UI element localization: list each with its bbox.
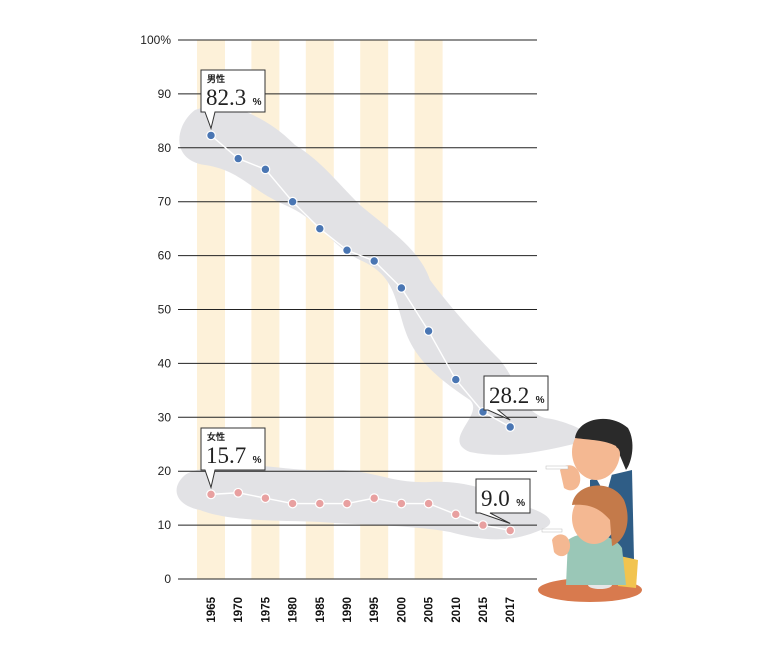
y-tick-label: 50 <box>158 303 172 317</box>
data-point <box>450 374 461 385</box>
data-point <box>450 509 461 520</box>
data-point <box>206 489 216 500</box>
data-point <box>423 498 434 509</box>
callout-series-label: 女性 <box>207 431 225 442</box>
x-tick-label: 1990 <box>342 597 354 623</box>
callout: 28.2% <box>483 375 549 421</box>
x-tick-label: 2017 <box>505 597 517 623</box>
callout-series-label: 男性 <box>207 73 225 84</box>
data-point <box>206 130 216 141</box>
callout-unit: % <box>253 97 262 108</box>
x-tick-label: 1965 <box>206 596 218 622</box>
y-tick-label: 70 <box>158 195 172 209</box>
data-point <box>233 153 244 164</box>
callout-unit: % <box>516 498 525 509</box>
y-tick-label: 80 <box>158 141 172 155</box>
data-point <box>260 493 271 504</box>
smoke-shapes <box>176 105 592 540</box>
data-point <box>314 223 325 234</box>
x-tick-label: 1985 <box>315 596 327 622</box>
y-tick-label: 40 <box>158 356 172 370</box>
x-tick-label: 2005 <box>424 596 436 622</box>
callout-box <box>200 427 266 490</box>
data-point <box>478 520 488 530</box>
man-ear <box>610 447 620 461</box>
callout-value: 9.0 <box>481 486 510 511</box>
y-tick-label: 0 <box>164 572 171 586</box>
x-tick-label: 2000 <box>396 597 408 623</box>
data-point <box>342 245 352 256</box>
x-tick-label: 1980 <box>288 597 300 623</box>
data-point <box>314 498 325 509</box>
data-point <box>396 283 407 293</box>
data-point <box>396 498 407 509</box>
callout-box <box>475 478 531 524</box>
callout-value: 15.7 <box>206 443 246 468</box>
x-axis-ticks: 1965 1970 1975 1980 1985 1990 1995 2000 2005 2010… <box>206 596 517 622</box>
man-cigarette <box>545 465 569 470</box>
woman-body <box>566 533 626 585</box>
y-tick-label: 60 <box>158 249 172 263</box>
smoking-couple-illustration <box>538 418 642 602</box>
callout-box <box>200 69 266 131</box>
data-point <box>287 498 298 509</box>
callout: 9.0% <box>475 478 531 524</box>
man-hand <box>560 465 581 491</box>
data-point <box>369 493 380 504</box>
x-tick-label: 1995 <box>369 596 381 622</box>
y-tick-label: 90 <box>158 87 172 101</box>
data-point <box>287 196 298 207</box>
data-point <box>233 487 244 498</box>
data-point <box>342 498 352 509</box>
y-tick-label: 20 <box>158 464 172 478</box>
data-point <box>505 422 516 432</box>
data-series <box>206 130 516 536</box>
woman-hair <box>572 485 628 546</box>
y-tick-label: 30 <box>158 410 172 424</box>
male-smoke <box>179 105 592 455</box>
callout-unit: % <box>536 395 545 406</box>
female-smoke <box>176 465 551 540</box>
x-tick-label: 1975 <box>260 596 272 622</box>
callout-value: 28.2 <box>489 383 529 408</box>
y-tick-label: 100% <box>140 33 171 47</box>
x-tick-label: 1970 <box>233 597 245 623</box>
data-point <box>260 164 271 175</box>
data-point <box>505 525 516 536</box>
callout-value: 82.3 <box>206 85 246 110</box>
callout-box <box>483 375 549 421</box>
x-tick-label: 2010 <box>451 597 463 623</box>
y-axis-ticks: 100% 90 80 70 60 50 40 30 20 10 0 <box>140 33 171 586</box>
x-tick-label: 2015 <box>478 596 490 622</box>
woman-cigarette <box>541 528 563 533</box>
data-point <box>369 256 380 266</box>
man-hair <box>575 418 633 470</box>
callout-unit: % <box>253 455 262 466</box>
data-point <box>423 326 434 336</box>
woman-hand <box>552 534 571 557</box>
y-tick-label: 10 <box>158 518 172 532</box>
